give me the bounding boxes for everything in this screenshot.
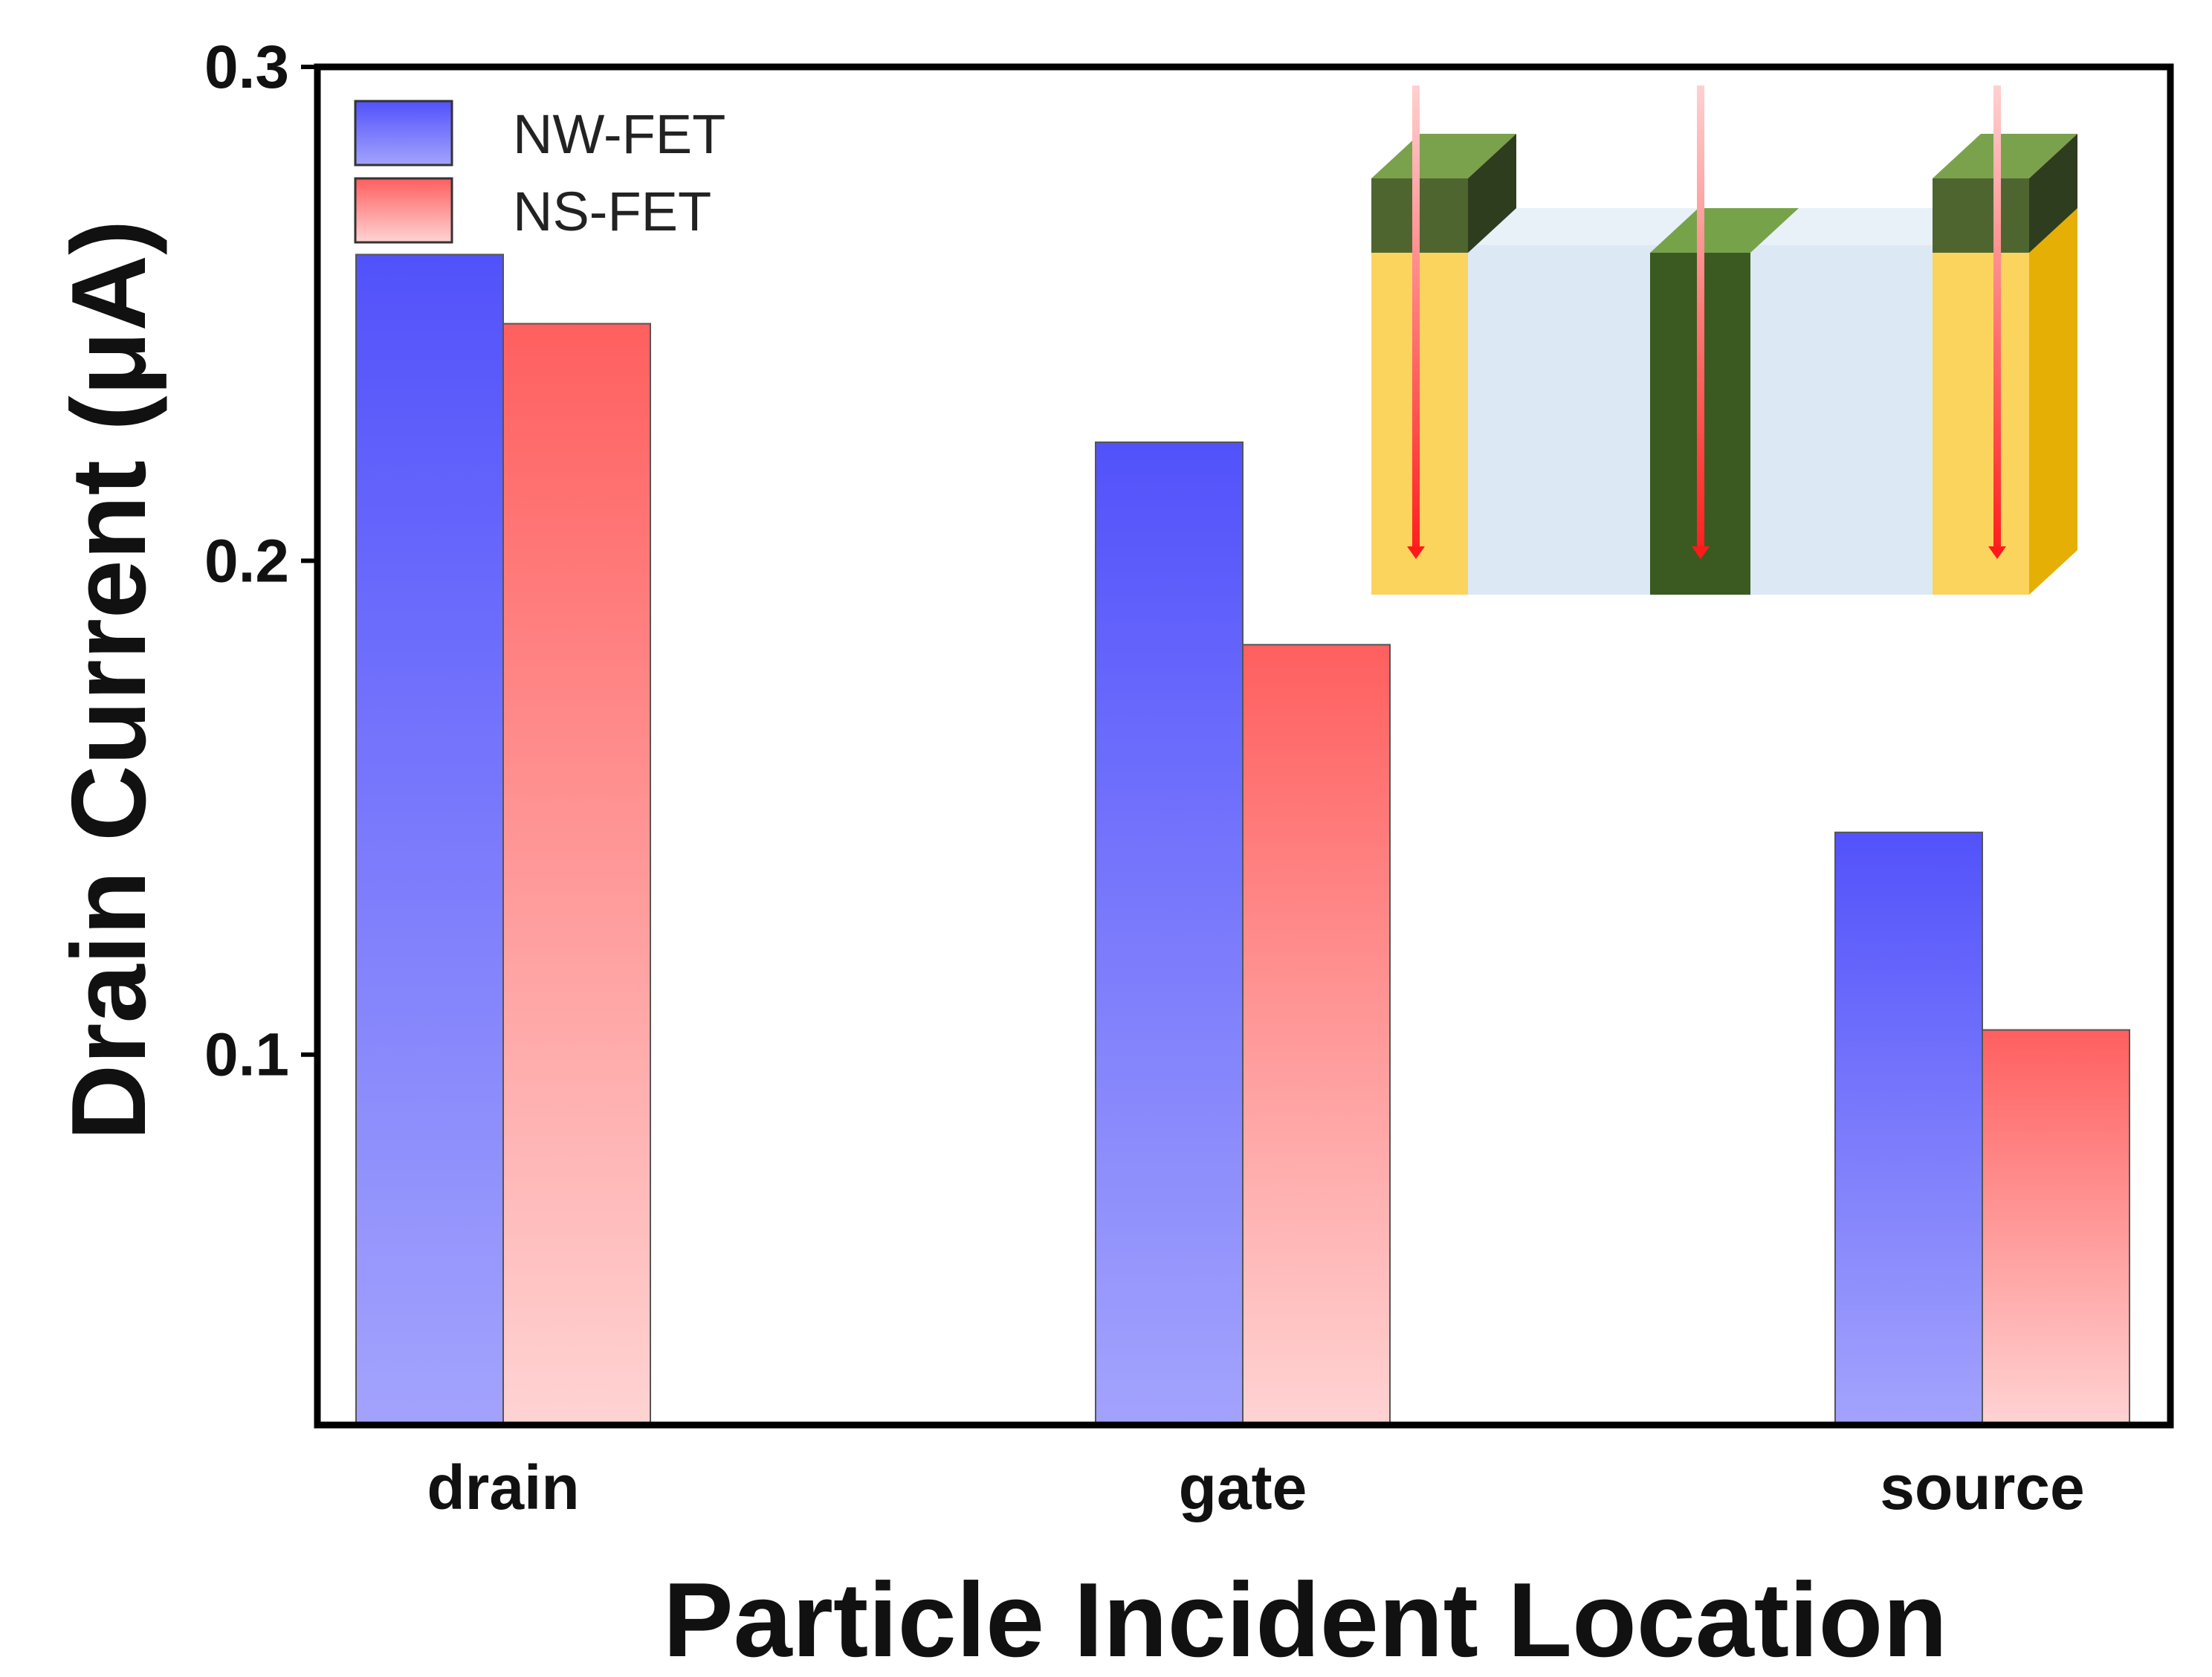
x-category-labels: drain gate source [427, 1453, 2084, 1522]
source-block-side [2029, 208, 2077, 595]
legend-label-nw-fet: NW-FET [513, 103, 725, 165]
source-block-front [1933, 253, 2029, 595]
particle-beam-drain [1407, 85, 1425, 559]
gate-block-top [1650, 208, 1799, 253]
x-category-label-drain: drain [427, 1453, 579, 1522]
bar-ns-fet-gate [1242, 644, 1391, 1426]
particle-beam-source [1988, 85, 2006, 559]
device-inset-illustration [1371, 85, 2077, 595]
y-ticks: 0.1 0.2 0.3 [204, 33, 317, 1089]
y-axis-title: Drain Current (μA) [50, 220, 168, 1141]
x-category-label-source: source [1880, 1453, 2084, 1522]
source-contact-side [2029, 134, 2077, 253]
y-tick-label: 0.3 [204, 33, 289, 101]
x-axis-title: Particle Incident Location [663, 1561, 1947, 1677]
plot-frame [314, 63, 2174, 1429]
bar-nw-fet-drain [355, 253, 504, 1426]
legend-swatch-ns-fet [354, 177, 453, 244]
legend-label-ns-fet: NS-FET [513, 181, 711, 242]
legend-swatch-nw-fet [354, 100, 453, 167]
bar-ns-fet-drain [502, 323, 651, 1426]
y-tick-label: 0.2 [204, 527, 289, 595]
y-tick-label: 0.1 [204, 1021, 289, 1089]
drain-contact-side [1468, 134, 1516, 253]
x-category-label-gate: gate [1179, 1453, 1307, 1522]
particle-beam-gate [1692, 85, 1710, 559]
bar-ns-fet-source [1982, 1029, 2130, 1426]
source-contact-front [1933, 178, 2029, 253]
legend: NW-FET NS-FET [354, 100, 725, 244]
bars-layer [355, 253, 2130, 1426]
bar-nw-fet-gate [1095, 441, 1244, 1426]
bar-nw-fet-source [1834, 831, 1983, 1426]
